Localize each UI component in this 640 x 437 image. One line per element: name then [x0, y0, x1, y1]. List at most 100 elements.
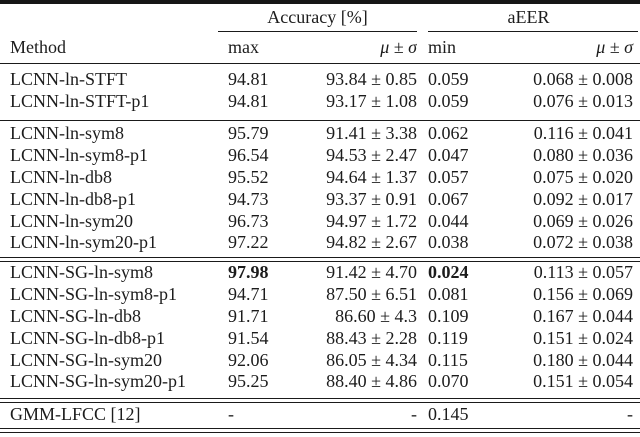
max-cell: 95.79: [228, 123, 269, 143]
min-cell: 0.062: [428, 123, 469, 143]
accuracy-musigma-cell: 87.50 ± 6.51: [326, 283, 417, 304]
accuracy-musigma-cell: 93.37 ± 0.91: [326, 188, 417, 209]
method-cell: LCNN-ln-sym20-p1: [10, 232, 157, 253]
accuracy-musigma-cell: 94.53 ± 2.47: [326, 144, 417, 165]
accuracy-musigma-cell: 94.82 ± 2.67: [326, 232, 417, 253]
table-row: LCNN-ln-sym20 96.73 94.97 ± 1.72 0.044 0.069…: [0, 211, 640, 233]
eer-musigma-cell: 0.151 ± 0.054: [533, 371, 633, 392]
table-row: LCNN-ln-db8 95.52 94.64 ± 1.37 0.057 0.075 ±…: [0, 167, 640, 189]
eer-musigma-cell: 0.151 ± 0.024: [533, 327, 633, 348]
method-cell: LCNN-SG-ln-sym8-p1: [10, 283, 177, 304]
max-cell: 91.54: [228, 327, 269, 348]
table-row: LCNN-ln-STFT-p1 94.81 93.17 ± 1.08 0.059 0.0…: [0, 90, 640, 112]
accuracy-musigma-cell: 88.43 ± 2.28: [326, 327, 417, 348]
header-bottom-rule: [0, 62, 640, 64]
header-cmidrules: [0, 31, 640, 36]
min-cell: 0.119: [428, 327, 468, 348]
accuracy-musigma-cell: -: [411, 403, 417, 424]
method-cell: LCNN-ln-sym8-p1: [10, 144, 148, 165]
method-cell: LCNN-SG-ln-db8: [10, 305, 141, 326]
min-cell: 0.059: [428, 69, 469, 89]
header-eer-musigma: μ ± σ: [596, 37, 633, 57]
table-row: LCNN-ln-sym8-p1 96.54 94.53 ± 2.47 0.047 0.0…: [0, 145, 640, 167]
table-row: LCNN-ln-sym20-p1 97.22 94.82 ± 2.67 0.038 0.…: [0, 232, 640, 254]
accuracy-musigma-cell: 91.41 ± 3.38: [326, 123, 417, 143]
header-spacer: [0, 4, 218, 31]
max-cell: 94.81: [228, 91, 269, 111]
min-cell: 0.081: [428, 283, 469, 304]
table-row: LCNN-SG-ln-sym20-p1 95.25 88.40 ± 4.86 0.07…: [0, 371, 640, 393]
max-cell: 96.73: [228, 210, 269, 231]
table-row: LCNN-SG-ln-sym8-p1 94.71 87.50 ± 6.51 0.081…: [0, 284, 640, 306]
max-cell: 94.81: [228, 69, 269, 89]
accuracy-musigma-cell: 94.64 ± 1.37: [326, 166, 417, 187]
eer-musigma-cell: 0.092 ± 0.017: [533, 188, 633, 209]
min-cell: 0.044: [428, 210, 469, 231]
min-cell: 0.059: [428, 91, 469, 111]
min-cell: 0.109: [428, 305, 469, 326]
header-group-accuracy: Accuracy [%]: [267, 7, 368, 27]
table-subheader-row: Method max μ ± σ min μ ± σ: [0, 36, 640, 58]
table-row: LCNN-ln-sym8 95.79 91.41 ± 3.38 0.062 0.116 …: [0, 123, 640, 145]
section-rule: [0, 398, 640, 403]
cmidrule-accuracy: [218, 31, 417, 32]
method-cell: LCNN-ln-db8: [10, 166, 112, 187]
eer-musigma-cell: 0.156 ± 0.069: [533, 283, 633, 304]
accuracy-musigma-cell: 93.17 ± 1.08: [326, 91, 417, 111]
header-max: max: [228, 37, 259, 57]
header-method: Method: [10, 37, 66, 57]
max-cell: 97.98: [228, 261, 269, 282]
table-bottom-rule: [0, 428, 640, 433]
table-header-groups: Accuracy [%] aEER: [0, 4, 640, 31]
eer-musigma-cell: 0.069 ± 0.026: [533, 210, 633, 231]
table-top-rule: [0, 0, 640, 4]
accuracy-musigma-cell: 94.97 ± 1.72: [326, 210, 417, 231]
eer-musigma-cell: 0.113 ± 0.057: [533, 261, 633, 282]
method-cell: LCNN-ln-STFT: [10, 69, 127, 89]
eer-musigma-cell: 0.116 ± 0.041: [533, 123, 633, 143]
method-cell: LCNN-SG-ln-sym20-p1: [10, 371, 186, 392]
min-cell: 0.115: [428, 349, 468, 370]
table-body: LCNN-ln-STFT 94.81 93.84 ± 0.85 0.059 0.068 …: [0, 64, 640, 433]
max-cell: 95.25: [228, 371, 269, 392]
max-cell: 91.71: [228, 305, 269, 326]
row-group-0: LCNN-ln-STFT 94.81 93.84 ± 0.85 0.059 0.068 …: [0, 64, 640, 112]
max-cell: 94.71: [228, 283, 269, 304]
eer-musigma-cell: 0.068 ± 0.008: [533, 69, 633, 89]
eer-musigma-cell: -: [627, 403, 633, 424]
min-cell: 0.067: [428, 188, 469, 209]
min-cell: 0.145: [428, 403, 469, 424]
eer-musigma-cell: 0.075 ± 0.020: [533, 166, 633, 187]
eer-musigma-cell: 0.076 ± 0.013: [533, 91, 633, 111]
max-cell: 94.73: [228, 188, 269, 209]
table-row: LCNN-SG-ln-db8 91.71 86.60 ± 4.3 0.109 0.167…: [0, 306, 640, 328]
method-cell: LCNN-SG-ln-sym20: [10, 349, 162, 370]
max-cell: -: [228, 403, 234, 424]
table-row: LCNN-SG-ln-sym20 92.06 86.05 ± 4.34 0.115 0.…: [0, 350, 640, 372]
min-cell: 0.057: [428, 166, 469, 187]
table-row: LCNN-SG-ln-db8-p1 91.54 88.43 ± 2.28 0.119 0…: [0, 328, 640, 350]
eer-musigma-cell: 0.080 ± 0.036: [533, 144, 633, 165]
max-cell: 96.54: [228, 144, 269, 165]
table-row: LCNN-ln-STFT 94.81 93.84 ± 0.85 0.059 0.068 …: [0, 68, 640, 90]
row-group-1: LCNN-ln-sym8 95.79 91.41 ± 3.38 0.062 0.116 …: [0, 123, 640, 254]
table-row: GMM-LFCC [12] - -0.145-: [0, 403, 640, 425]
method-cell: GMM-LFCC [12]: [10, 403, 141, 424]
max-cell: 92.06: [228, 349, 269, 370]
table-row: LCNN-SG-ln-sym8 97.98 91.42 ± 4.70 0.024 0.1…: [0, 262, 640, 284]
header-accuracy-musigma: μ ± σ: [380, 37, 417, 57]
cmidrule-aeer: [428, 31, 638, 32]
method-cell: LCNN-SG-ln-sym8: [10, 261, 153, 282]
row-group-3: GMM-LFCC [12] - -0.145-: [0, 403, 640, 425]
row-group-2: LCNN-SG-ln-sym8 97.98 91.42 ± 4.70 0.024 0.1…: [0, 262, 640, 393]
method-cell: LCNN-SG-ln-db8-p1: [10, 327, 165, 348]
header-min: min: [428, 37, 457, 57]
table-row: LCNN-ln-db8-p1 94.73 93.37 ± 0.91 0.067 0.09…: [0, 189, 640, 211]
eer-musigma-cell: 0.072 ± 0.038: [533, 232, 633, 253]
method-cell: LCNN-ln-sym20: [10, 210, 133, 231]
method-cell: LCNN-ln-STFT-p1: [10, 91, 150, 111]
max-cell: 95.52: [228, 166, 269, 187]
min-cell: 0.038: [428, 232, 469, 253]
min-cell: 0.024: [428, 261, 469, 282]
